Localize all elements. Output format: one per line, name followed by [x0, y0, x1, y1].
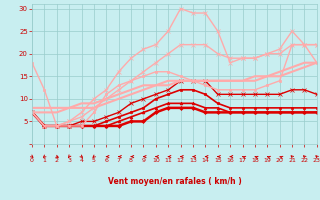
X-axis label: Vent moyen/en rafales ( km/h ): Vent moyen/en rafales ( km/h ) [108, 177, 241, 186]
